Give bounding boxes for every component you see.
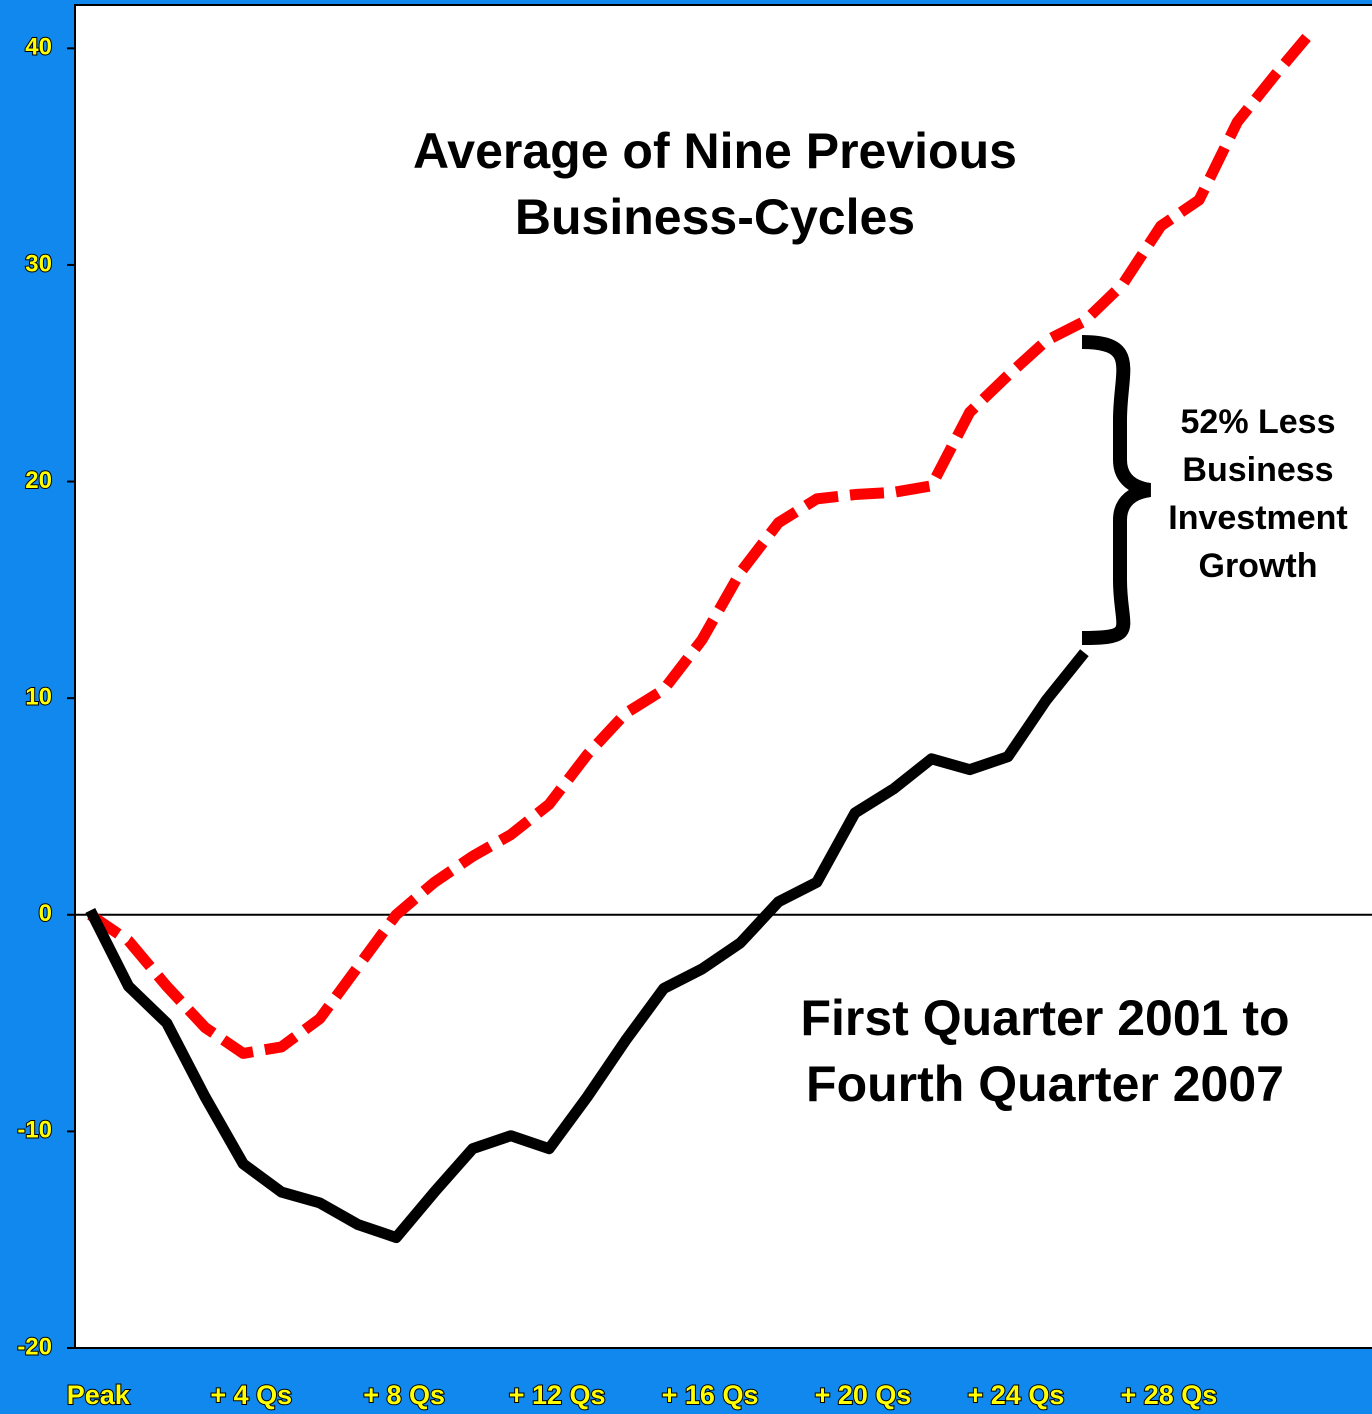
y-tick-label: 40	[25, 34, 52, 61]
y-tick-label: 30	[25, 250, 52, 277]
x-tick-label: + 20 Qs	[815, 1380, 912, 1410]
series-label: First Quarter 2001 to Fourth Quarter 200…	[800, 990, 1290, 1112]
annotation: 52% Less Business Investment Growth	[1168, 403, 1348, 585]
x-tick-label: + 4 Qs	[210, 1380, 292, 1410]
y-tick-label: 10	[25, 684, 52, 711]
y-tick-label: -20	[17, 1333, 52, 1360]
x-tick-label: Peak	[67, 1380, 131, 1410]
x-tick-label: + 24 Qs	[968, 1380, 1065, 1410]
x-tick-label: + 12 Qs	[509, 1380, 606, 1410]
x-tick-label: + 16 Qs	[662, 1380, 759, 1410]
y-tick-label: 0	[39, 900, 52, 927]
series-line	[85, 649, 1089, 1244]
series-label: Average of Nine Previous Business-Cycles	[413, 123, 1017, 245]
y-tick-label: 20	[25, 467, 52, 494]
y-tick-label: -10	[17, 1117, 52, 1144]
x-tick-label: + 28 Qs	[1120, 1380, 1217, 1410]
x-tick-label: + 8 Qs	[363, 1380, 445, 1410]
brace	[1081, 335, 1152, 645]
series-line	[87, 25, 1319, 1059]
